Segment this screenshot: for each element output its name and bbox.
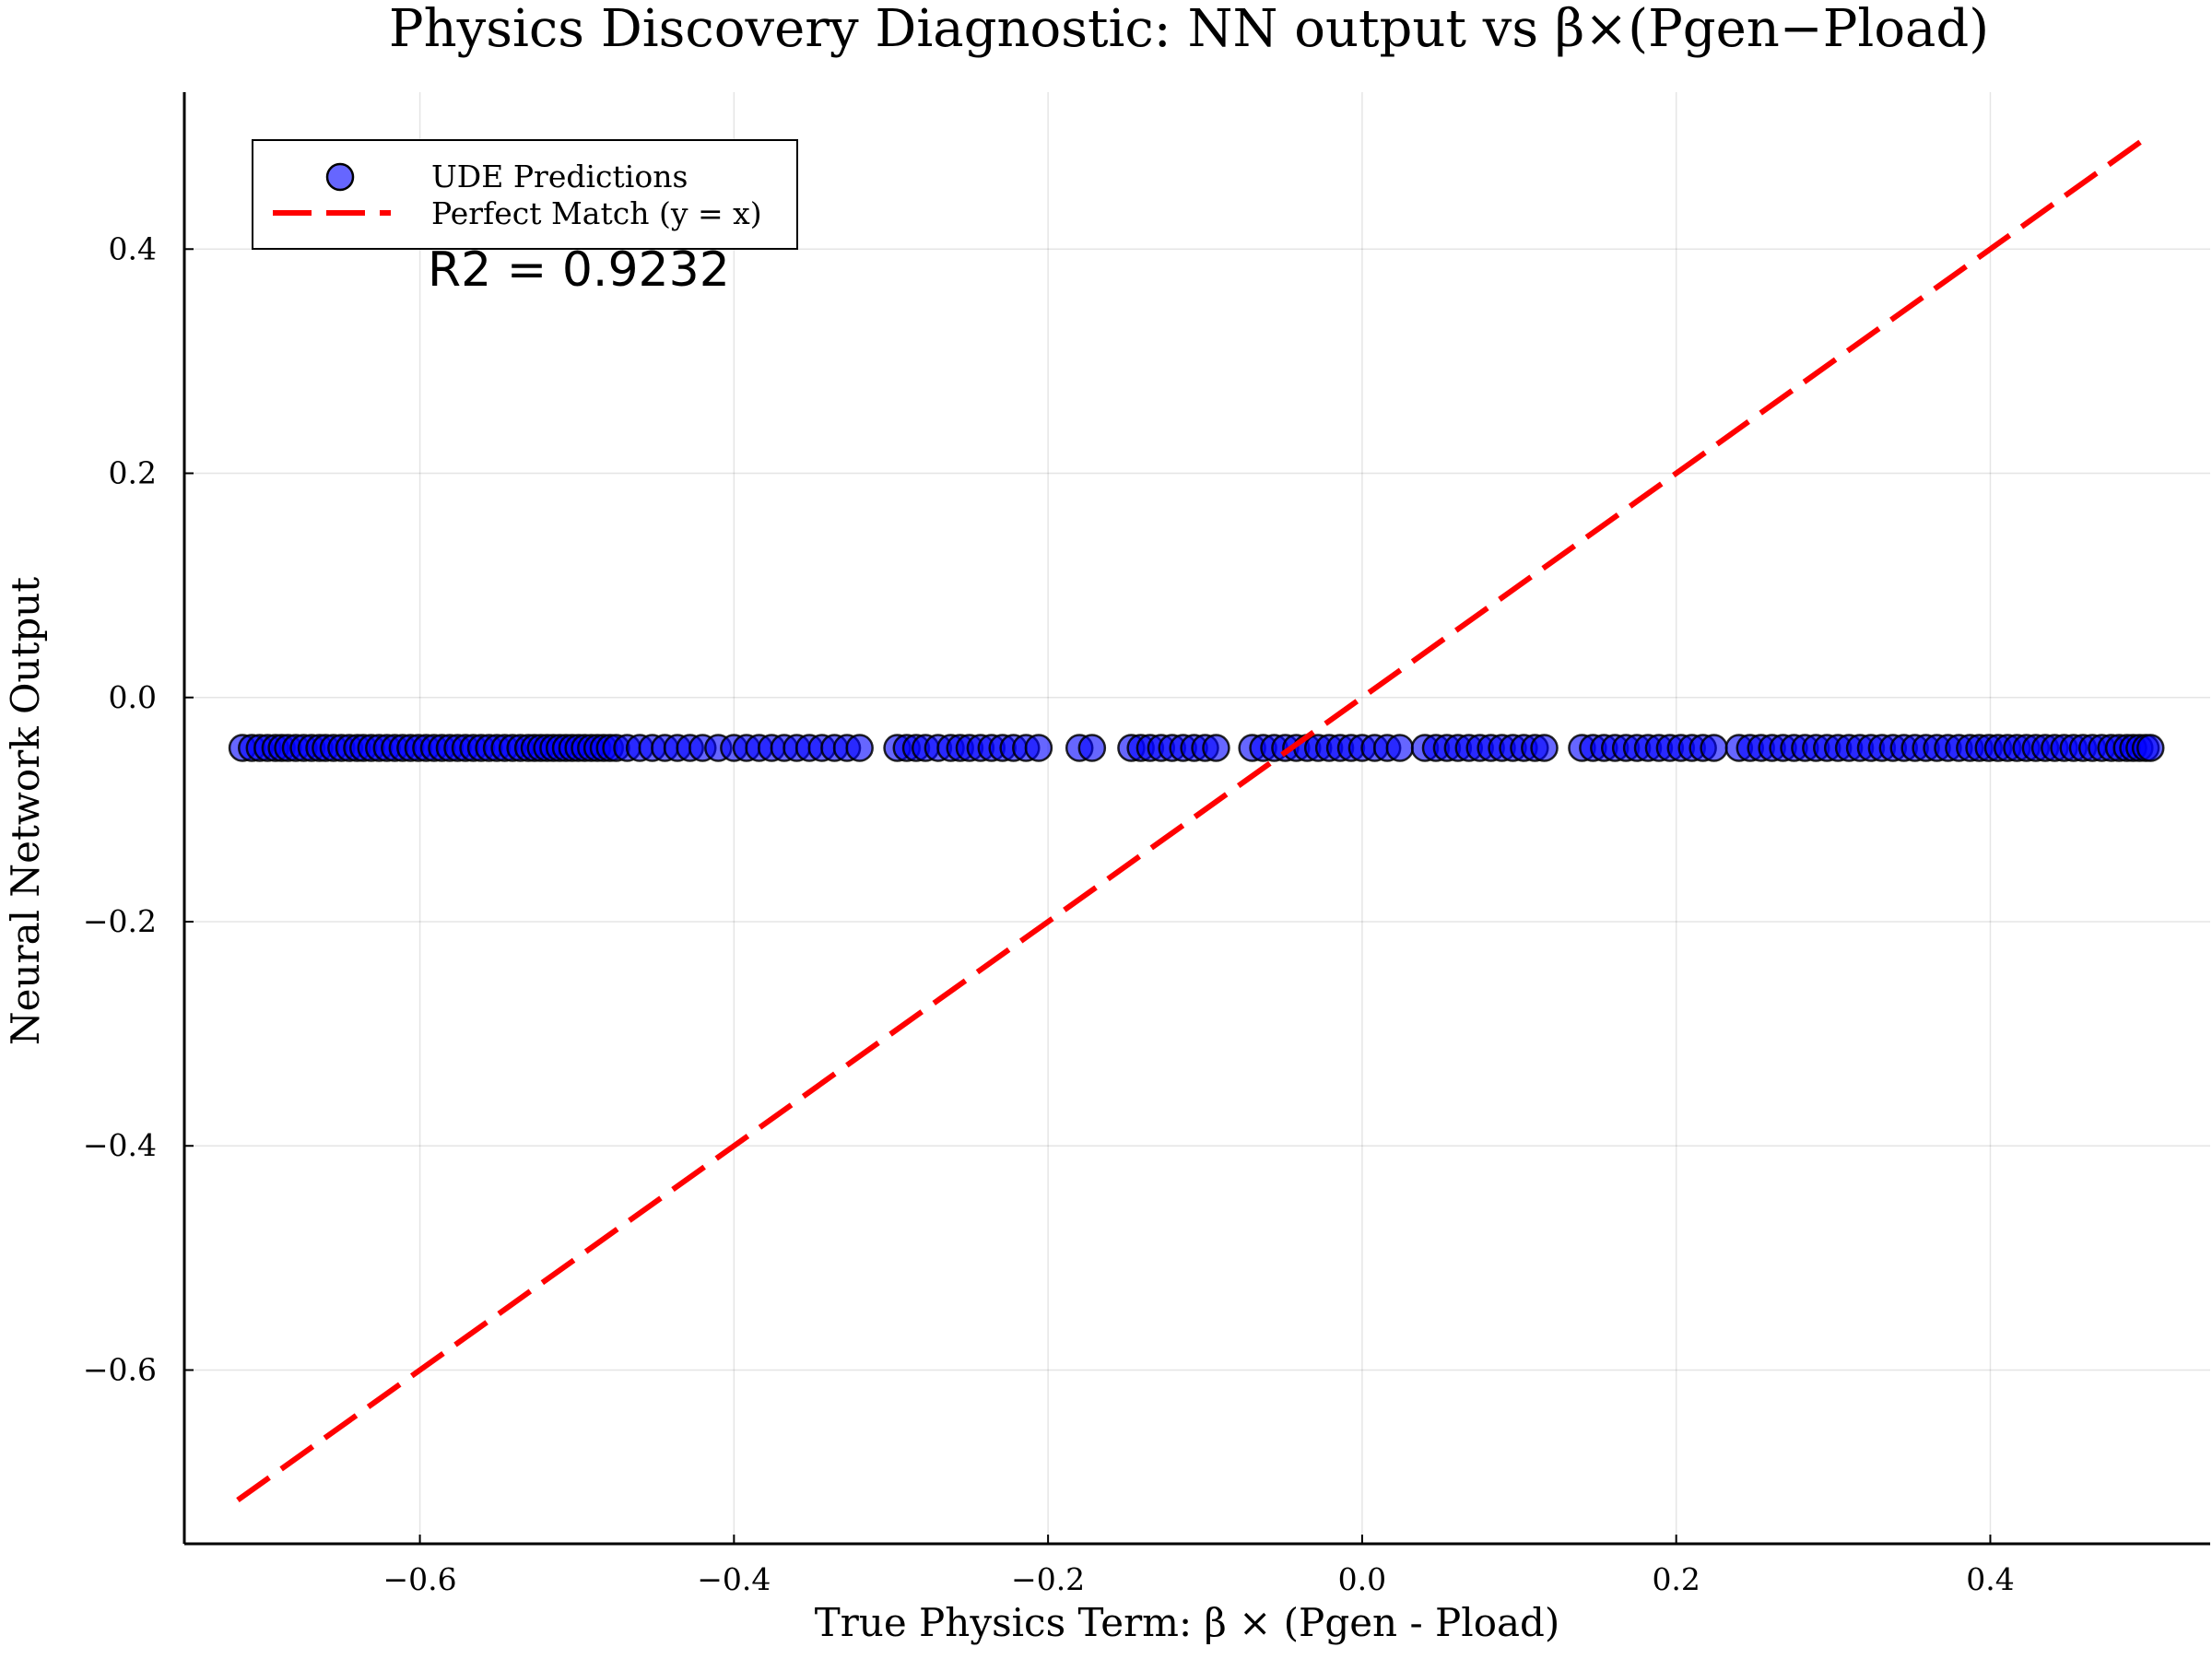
legend-marker-scatter (325, 162, 355, 192)
x-axis-label: True Physics Term: β × (Pgen - Pload) (815, 1600, 1560, 1645)
scatter-point (1024, 734, 1053, 762)
scatter-point (2136, 734, 2165, 762)
plot-area (228, 131, 2165, 1503)
x-tick-label: 0.0 (1338, 1561, 1386, 1597)
y-axis-label: Neural Network Output (3, 577, 48, 1045)
x-tick-label: −0.6 (383, 1561, 457, 1597)
scatter-point (1385, 734, 1415, 762)
scatter-point (1530, 734, 1559, 762)
y-tick-label: 0.4 (109, 230, 157, 266)
x-tick-label: 0.4 (1966, 1561, 2014, 1597)
tick-labels: −0.6 −0.4 −0.2 0.0 0.2 0.4 −0.6 −0.4 −0.2 0.0 0.2 0… (83, 230, 2015, 1597)
legend-label-ude-predictions: UDE Predictions (431, 159, 688, 194)
x-tick-label: −0.2 (1011, 1561, 1085, 1597)
legend: UDE Predictions Perfect Match (y = x) (252, 139, 798, 250)
perfect-match-line (236, 131, 2154, 1503)
y-tick-label: −0.4 (83, 1127, 157, 1163)
x-tick-label: −0.4 (697, 1561, 771, 1597)
y-tick-label: 0.0 (109, 679, 157, 715)
y-tick-label: −0.6 (83, 1351, 157, 1387)
y-tick-label: −0.2 (83, 903, 157, 939)
axes (182, 92, 2210, 1546)
scatter-point (845, 734, 874, 762)
r2-annotation: R2 = 0.9232 (428, 242, 730, 298)
chart-title: Physics Discovery Diagnostic: NN output … (389, 0, 1989, 59)
scatter-point (1202, 734, 1230, 762)
x-tick-label: 0.2 (1652, 1561, 1700, 1597)
y-tick-label: 0.2 (109, 455, 157, 491)
scatter-point (1077, 734, 1107, 762)
legend-label-perfect-match: Perfect Match (y = x) (431, 195, 762, 231)
scatter-point (1700, 734, 1728, 762)
legend-box (252, 139, 798, 250)
